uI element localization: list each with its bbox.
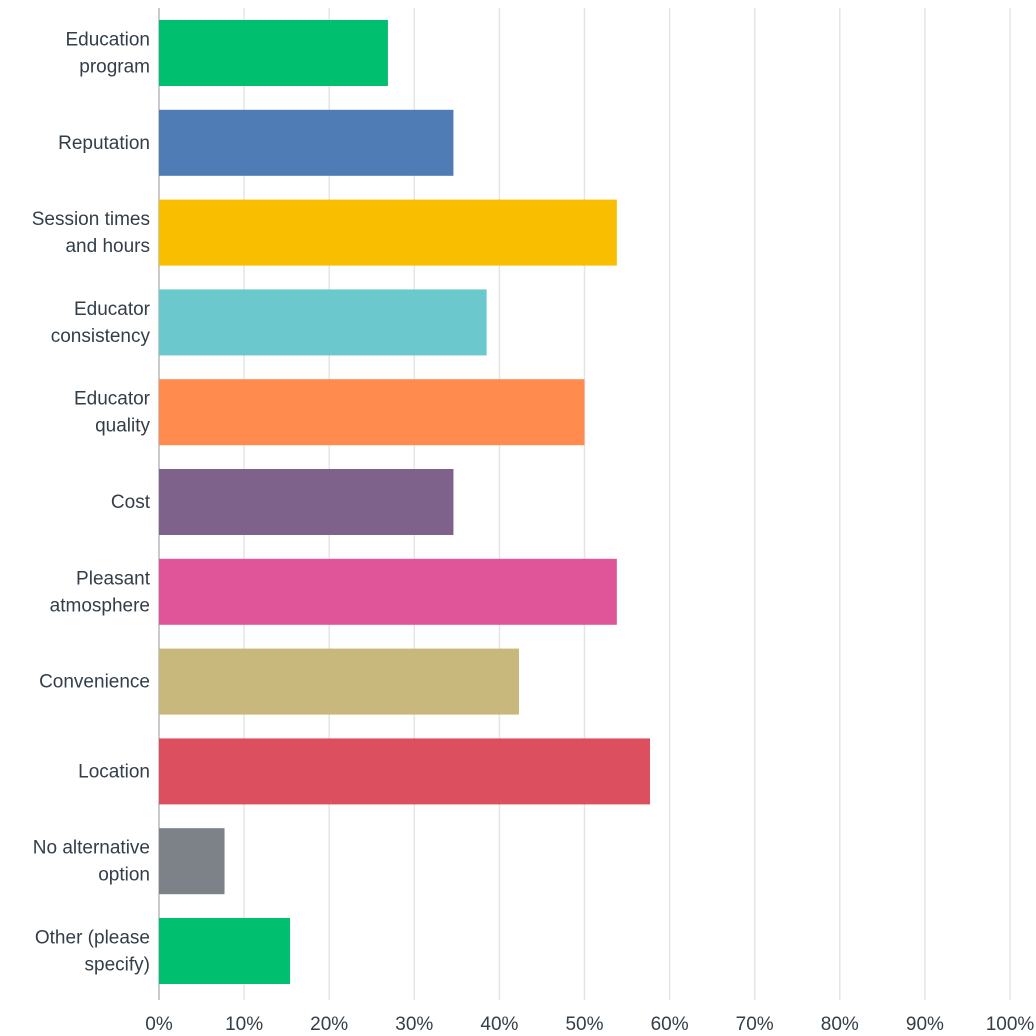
bar[interactable] [159, 109, 454, 176]
bar[interactable] [159, 558, 617, 625]
category-label: Cost [111, 492, 151, 513]
bar[interactable] [159, 199, 617, 266]
x-tick-label: 80% [821, 1014, 859, 1035]
category-label-line: option [98, 865, 150, 886]
bar[interactable] [159, 469, 454, 535]
category-label: Pleasant atmosphere [50, 568, 151, 616]
category-label: Reputation [58, 133, 150, 154]
bar[interactable] [159, 289, 487, 356]
bar[interactable] [159, 648, 519, 715]
category-label-line: Reputation [58, 133, 150, 154]
category-label-line: atmosphere [50, 595, 150, 616]
bar[interactable] [159, 379, 585, 446]
category-label-line: Educator [74, 389, 151, 410]
category-label-line: consistency [51, 326, 151, 347]
x-tick-label: 60% [651, 1014, 689, 1035]
category-label-line: Session times [32, 209, 150, 230]
category-label-line: Educator [74, 299, 151, 320]
category-label-line: quality [95, 416, 150, 437]
category-label-line: Pleasant [76, 568, 151, 589]
category-label-line: Education [65, 30, 150, 51]
x-tick-label: 20% [310, 1014, 348, 1035]
category-label-line: Location [78, 761, 150, 782]
category-label-line: Other (please [35, 928, 150, 949]
x-tick-label: 90% [906, 1014, 944, 1035]
category-label: Education program [65, 30, 150, 78]
bar[interactable] [159, 918, 291, 984]
category-label-line: Convenience [39, 672, 150, 693]
category-label: Session times and hours [32, 209, 150, 257]
category-label: Location [78, 761, 150, 782]
bar[interactable] [159, 738, 651, 805]
bar[interactable] [159, 20, 388, 86]
category-label: Convenience [39, 672, 150, 693]
category-label: Educator quality [74, 389, 151, 437]
category-label: No alternative option [33, 838, 150, 886]
x-tick-label: 100% [986, 1014, 1035, 1035]
bars [159, 20, 651, 984]
category-label-line: Cost [111, 492, 151, 513]
category-label-line: No alternative [33, 838, 150, 859]
bar[interactable] [159, 828, 225, 895]
x-tick-label: 50% [565, 1014, 603, 1035]
category-label-line: program [79, 57, 150, 78]
x-tick-labels: 0% 10% 20% 30% 40% 50% 60% 70% 80% 90% 100% [145, 1014, 1034, 1035]
category-label-line: and hours [65, 236, 150, 257]
category-label-line: specify) [85, 955, 150, 976]
x-tick-label: 0% [145, 1014, 173, 1035]
x-tick-label: 40% [480, 1014, 518, 1035]
x-tick-label: 10% [225, 1014, 263, 1035]
x-tick-label: 70% [736, 1014, 774, 1035]
category-labels: Education program Reputation Session times a… [32, 30, 151, 976]
category-label: Other (please specify) [35, 928, 150, 976]
x-tick-label: 30% [395, 1014, 433, 1035]
category-label: Educator consistency [51, 299, 151, 347]
